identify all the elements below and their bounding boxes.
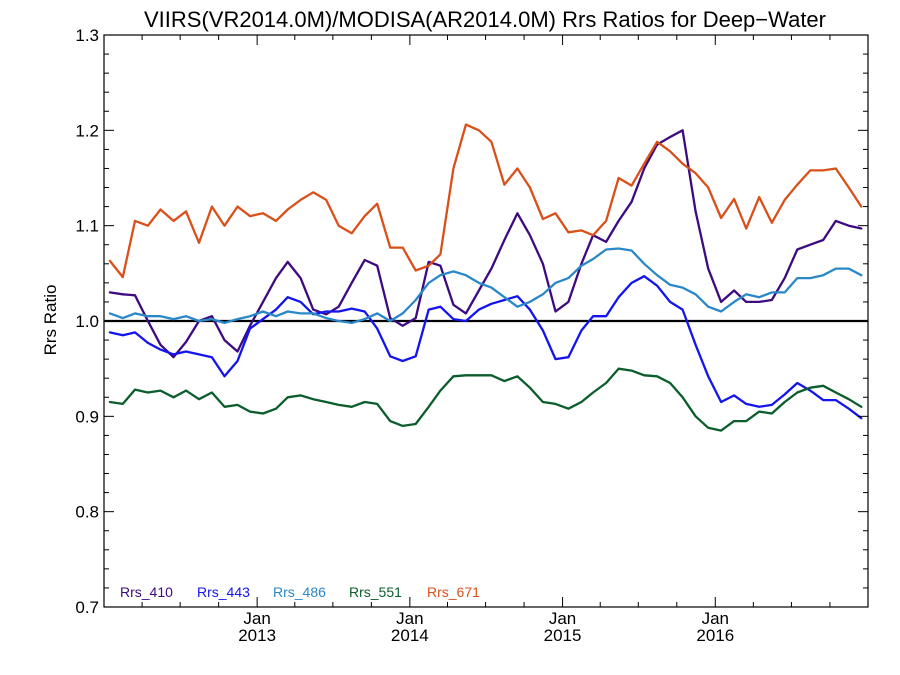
- y-axis-label: Rrs Ratio: [41, 285, 60, 356]
- series-line-rrs-443: [108, 275, 863, 420]
- chart-title: VIIRS(VR2014.0M)/MODISA(AR2014.0M) Rrs R…: [144, 7, 826, 32]
- series-line-rrs-486: [108, 247, 863, 325]
- legend-item-rrs-486: Rrs_486: [273, 584, 326, 600]
- legend-item-rrs-410: Rrs_410: [120, 584, 173, 600]
- y-tick-label: 0.9: [75, 407, 99, 426]
- series-line-rrs-551: [108, 367, 863, 432]
- y-tick-label: 1.3: [75, 26, 99, 45]
- series-line-rrs-671: [108, 123, 863, 279]
- legend-item-rrs-671: Rrs_671: [427, 584, 480, 600]
- y-tick-label: 1.1: [75, 217, 99, 236]
- y-tick-label: 0.8: [75, 503, 99, 522]
- x-tick-label-month: Jan: [243, 609, 270, 628]
- x-tick-label-year: 2014: [391, 626, 429, 645]
- series-lines: [108, 123, 863, 432]
- x-tick-label-year: 2016: [696, 626, 734, 645]
- x-tick-label-year: 2015: [544, 626, 582, 645]
- x-tick-label-month: Jan: [702, 609, 729, 628]
- x-tick-label-month: Jan: [549, 609, 576, 628]
- y-tick-label: 0.7: [75, 598, 99, 617]
- legend-item-rrs-443: Rrs_443: [197, 584, 250, 600]
- legend-item-rrs-551: Rrs_551: [349, 584, 402, 600]
- y-tick-label: 1.0: [75, 312, 99, 331]
- axes: 0.70.80.91.01.11.21.3Jan2013Jan2014Jan20…: [75, 26, 869, 645]
- y-tick-label: 1.2: [75, 121, 99, 140]
- x-tick-label-month: Jan: [396, 609, 423, 628]
- legend: Rrs_410 Rrs_443 Rrs_486 Rrs_551 Rrs_671: [120, 584, 480, 600]
- x-tick-label-year: 2013: [238, 626, 276, 645]
- series-line-rrs-410: [108, 129, 863, 359]
